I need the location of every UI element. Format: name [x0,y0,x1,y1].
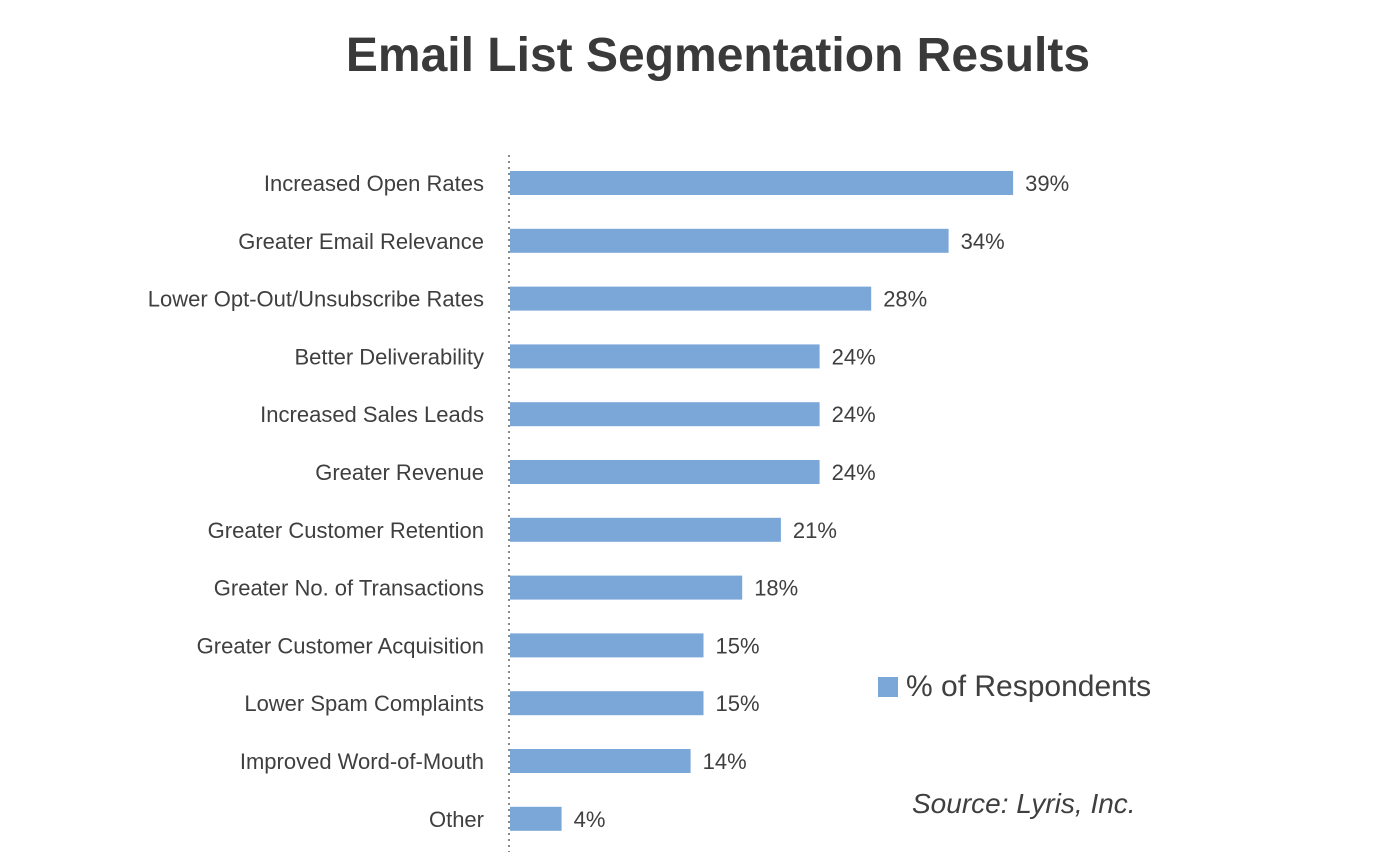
value-label: 24% [832,344,876,369]
value-label: 28% [883,287,927,312]
bar [510,460,820,484]
bars-layer [510,171,1014,831]
bar [510,633,704,658]
source-note: Source: Lyris, Inc. [912,788,1136,819]
bar [510,575,743,600]
legend: % of Respondents [878,670,1151,704]
category-label: Greater No. of Transactions [214,576,484,601]
value-label: 18% [754,576,798,601]
category-label: Increased Sales Leads [260,402,484,427]
bar [510,228,949,253]
bar [510,344,820,369]
bar [510,171,1014,195]
category-label: Other [429,807,484,832]
bar [510,806,562,831]
value-label: 24% [832,402,876,427]
labels-layer: Increased Open Rates 39% Greater Email Rel… [148,171,1069,832]
bar [510,402,820,427]
category-label: Greater Customer Retention [208,518,484,543]
category-label: Lower Opt-Out/Unsubscribe Rates [148,287,484,312]
value-label: 15% [716,691,760,716]
value-label: 15% [716,633,760,658]
value-label: 39% [1025,171,1069,196]
value-label: 34% [961,229,1005,254]
category-label: Lower Spam Complaints [244,691,484,716]
bar [510,517,781,542]
category-label: Better Deliverability [294,344,484,369]
bar [510,691,704,716]
legend-label: % of Respondents [906,670,1152,703]
legend-swatch [878,677,898,697]
category-label: Greater Revenue [315,460,484,485]
bar [510,749,691,773]
chart-title: Email List Segmentation Results [345,29,1091,82]
category-label: Greater Email Relevance [238,229,484,254]
value-label: 4% [574,807,606,832]
bar [510,286,872,311]
category-label: Greater Customer Acquisition [197,633,484,658]
value-label: 21% [793,518,837,543]
value-label: 14% [703,749,747,774]
category-label: Increased Open Rates [264,171,484,196]
value-label: 24% [832,460,876,485]
category-label: Improved Word-of-Mouth [240,749,484,774]
